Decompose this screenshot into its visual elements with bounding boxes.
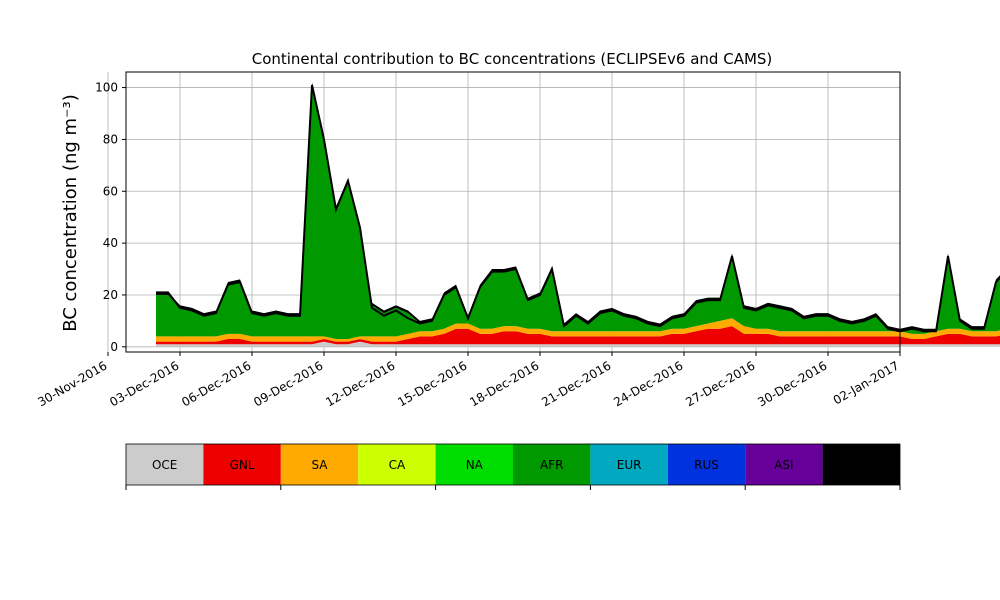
x-tick-label: 12-Dec-2016: [323, 358, 397, 409]
x-tick-label: 18-Dec-2016: [467, 358, 541, 409]
y-axis: 0 20 40 60 80 100: [95, 81, 126, 354]
area-aus: [156, 82, 1000, 332]
legend-label: CA: [389, 458, 406, 472]
legend-colorbar: OCE GNL SA CA NA AFR EUR RUS ASI AUS: [125, 443, 901, 490]
x-tick-label: 21-Dec-2016: [539, 358, 613, 409]
legend-swatch-ca: [358, 444, 436, 485]
y-axis-label: BC concentration (ng m⁻³): [60, 94, 81, 332]
area-sa: [156, 318, 1000, 342]
x-tick-label: 06-Dec-2016: [179, 358, 253, 409]
area-asi: [156, 85, 1000, 332]
plot-frame: [125, 71, 901, 353]
chart-title: Continental contribution to BC concentra…: [252, 50, 773, 68]
legend-label: EUR: [617, 458, 642, 472]
y-tick-label: 40: [103, 236, 118, 250]
y-tick-label: 20: [103, 288, 118, 302]
legend-label: AUS: [849, 458, 874, 472]
legend-swatch-rus: [667, 444, 746, 485]
legend-swatch-na: [435, 444, 513, 485]
legend-frame: [125, 443, 901, 486]
legend-label: AFR: [540, 458, 563, 472]
area-afr: [156, 85, 1000, 339]
x-tick-label: 03-Dec-2016: [107, 358, 181, 409]
x-tick-label: 24-Dec-2016: [611, 358, 685, 409]
x-tick-label: 30-Nov-2016: [35, 358, 109, 409]
x-axis: 30-Nov-201603-Dec-201606-Dec-201609-Dec-…: [35, 352, 902, 409]
legend-label: RUS: [694, 458, 719, 472]
legend-swatch-asi: [745, 444, 823, 485]
legend-swatch-sa: [280, 444, 359, 485]
area-rus: [156, 85, 1000, 332]
legend-swatch-oce: [126, 444, 204, 485]
legend-label: OCE: [152, 458, 177, 472]
area-gnl: [156, 326, 1000, 345]
x-tick-label: 30-Dec-2016: [755, 358, 829, 409]
legend-swatch-afr: [513, 444, 591, 485]
stacked-areas: [156, 82, 1000, 347]
legend-swatch-aus: [822, 444, 900, 485]
y-tick-label: 0: [110, 340, 118, 354]
y-tick-label: 100: [95, 81, 118, 95]
y-tick-label: 80: [103, 132, 118, 146]
x-tick-label: 02-Jan-2017: [831, 358, 902, 407]
x-tick-label: 15-Dec-2016: [395, 358, 469, 409]
total-line: [156, 84, 1000, 333]
legend-label: ASI: [774, 458, 793, 472]
x-tick-label: 27-Dec-2016: [683, 358, 757, 409]
legend-swatch-gnl: [203, 444, 281, 485]
legend-label: SA: [311, 458, 328, 472]
legend-label: NA: [466, 458, 484, 472]
legend-label: GNL: [230, 458, 255, 472]
x-tick-label: 09-Dec-2016: [251, 358, 325, 409]
legend-swatch-eur: [590, 444, 668, 485]
y-tick-label: 60: [103, 184, 118, 198]
area-eur: [156, 85, 1000, 332]
